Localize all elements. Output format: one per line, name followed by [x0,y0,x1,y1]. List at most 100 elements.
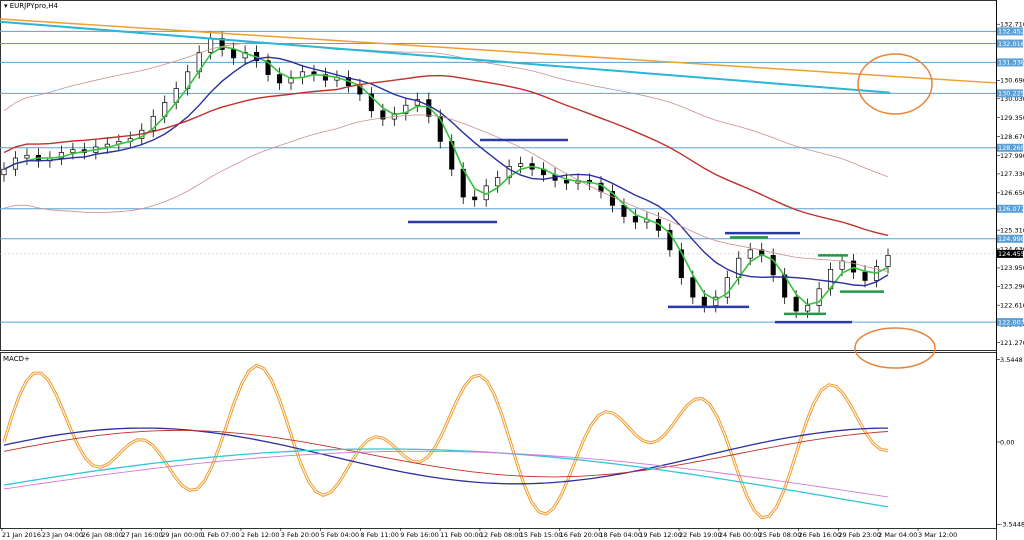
candle-body [70,149,76,153]
candle-body [322,74,329,81]
candle-body [150,115,156,131]
level-price-tag [997,204,1023,213]
level-price-tag [997,234,1023,243]
price-tick-label: 123.290 [1000,283,1024,291]
macd-signal-line [3,427,888,485]
candle-body [231,49,237,59]
annotation-circle-bottom [854,327,936,369]
candle-body [701,296,707,306]
price-tick-label: 132.710 [1000,21,1024,29]
macd-tick-label: -3.5448 [1000,521,1024,529]
macd-signal-line-2 [3,429,889,478]
candle-body [632,216,638,223]
time-tick-label: 24 Feb 00:00 [719,531,762,539]
price-tick-label: 130.030 [1000,95,1024,103]
candle-body [793,296,799,312]
candle-body [851,260,857,273]
candle-body [609,191,616,206]
current-price-label: 124.455 [998,250,1024,258]
price-tick-label: 127.330 [1000,170,1024,178]
price-tick-label: 122.610 [1000,302,1024,310]
orange-trend-line [0,18,997,84]
level-price-label: 132.452 [998,28,1024,36]
level-price-label: 128.269 [998,144,1024,152]
macd-main-line-inner [3,364,889,519]
candle-body [805,305,811,312]
level-price-label: 130.225 [998,90,1024,98]
time-tick-label: 2 Feb 12:00 [241,531,280,539]
candle-body [816,288,822,306]
time-tick-label: 27 Jan 16:00 [121,531,162,539]
time-tick-label: 26 Feb 16:00 [799,531,842,539]
time-tick-label: 8 Feb 11:00 [360,531,399,539]
candle-body [563,179,570,184]
price-tick-label: 129.350 [1000,114,1024,122]
time-tick-label: 29 Feb 23:00 [838,531,881,539]
time-tick-label: 5 Feb 04:00 [321,531,360,539]
candle-body [104,143,110,148]
time-tick-label: 29 Jan 00:00 [161,531,202,539]
annotation-circle-top [857,53,933,115]
level-price-label: 132.016 [998,40,1024,48]
candle-body [288,77,294,84]
level-price-tag [997,89,1023,98]
price-tick-label: 123.950 [1000,264,1024,272]
chart-title: ▾ EURJPYpro,H4 [4,2,58,10]
candle-body [518,163,524,167]
time-tick-label: 3 Feb 20:00 [281,531,320,539]
candle-body [724,277,730,298]
time-tick-label: 9 Feb 16:00 [400,531,439,539]
time-tick-label: 3 Mar 12:00 [918,531,957,539]
candle-body [495,177,501,187]
price-tick-label: 127.990 [1000,152,1024,160]
level-price-tag [997,27,1023,36]
price-tick-label: 130.690 [1000,77,1024,85]
candle-body [770,255,776,276]
candle-body [667,230,673,251]
cyan-trend-line [0,20,891,94]
price-tick-label: 128.670 [1000,133,1024,141]
level-price-tag [997,318,1023,327]
time-tick-label: 25 Feb 08:00 [759,531,802,539]
candle-body [839,260,845,270]
candle-body [1,168,7,176]
candle-body [472,196,478,201]
level-price-tag [997,58,1023,67]
macd-main-line-outer [2,363,889,520]
candle-body [242,51,248,59]
price-pane-frame [0,0,997,351]
candle-body [219,38,225,50]
time-tick-label: 21 Jan 2016 [2,531,41,539]
candle-body [885,255,891,267]
candle-body [621,204,627,217]
time-tick-label: 19 Feb 12:00 [639,531,682,539]
price-tick-label: 121.270 [1000,339,1024,347]
time-tick-label: 1 Feb 07:00 [201,531,240,539]
candle-body [368,93,374,112]
candle-body [403,104,409,114]
current-price-tag [997,249,1023,258]
slow-moving-average-line [3,74,889,237]
macd-pane-title: MACD+ [3,355,30,363]
macd-pane-frame [0,352,997,529]
mid-moving-average-line [3,56,889,287]
candle-body [862,271,868,281]
price-tick-label: 126.650 [1000,189,1024,197]
macd-pink-line [3,450,889,498]
macd-cyan-line [3,448,889,508]
candle-body [208,38,214,53]
time-tick-label: 11 Feb 00:00 [440,531,483,539]
time-tick-label: 15 Feb 15:00 [520,531,563,539]
level-price-label: 131.338 [998,59,1024,67]
candle-body [678,249,684,279]
candle-body [690,277,696,298]
price-tick-label: 124.630 [1000,245,1024,253]
macd-tick-label: 0.00 [1000,438,1014,446]
time-tick-label: 26 Jan 08:00 [82,531,123,539]
candle-body [58,152,64,159]
time-tick-label: 23 Jan 04:00 [42,531,83,539]
level-price-label: 124.998 [998,235,1024,243]
fast-moving-average-line [3,45,889,306]
